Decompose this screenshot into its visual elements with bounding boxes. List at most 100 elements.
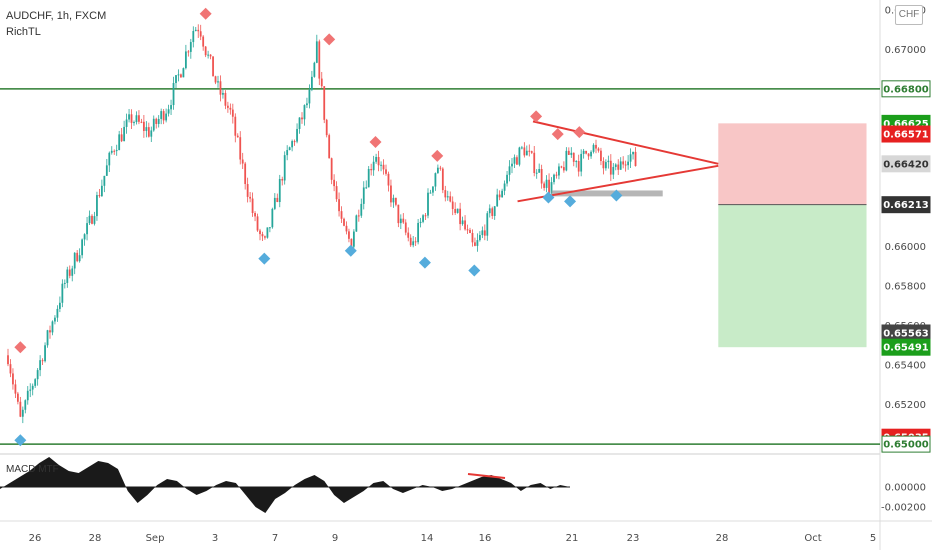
candle-body bbox=[264, 236, 266, 238]
candle-body bbox=[83, 234, 86, 240]
candle-body bbox=[189, 42, 192, 52]
price-label-6: 0.65491 bbox=[881, 338, 931, 356]
candle-body bbox=[454, 208, 457, 213]
candle-body bbox=[595, 144, 597, 149]
candle-body bbox=[419, 221, 422, 223]
swing-low-marker-1 bbox=[258, 252, 271, 265]
candle-body bbox=[78, 255, 81, 262]
candle-body bbox=[296, 128, 298, 142]
candle-body bbox=[21, 409, 24, 417]
candle-body bbox=[197, 29, 200, 32]
candle-body bbox=[370, 168, 373, 171]
candle-body bbox=[199, 31, 202, 37]
candle-body bbox=[488, 208, 491, 214]
candle-body bbox=[110, 150, 113, 153]
candle-body bbox=[187, 51, 190, 53]
candle-body bbox=[180, 74, 182, 78]
candle-body bbox=[217, 81, 219, 83]
candle-body bbox=[580, 153, 583, 172]
swing-low-marker-5 bbox=[542, 191, 555, 204]
candle-body bbox=[308, 89, 311, 104]
candle-body bbox=[567, 150, 570, 155]
price-tick-6: 0.66000 bbox=[885, 242, 926, 253]
price-label-box bbox=[881, 338, 931, 356]
candle-body bbox=[120, 134, 123, 142]
candle-body bbox=[172, 83, 175, 106]
candle-body bbox=[357, 215, 360, 217]
swing-high-marker-5 bbox=[530, 110, 543, 123]
candle-body bbox=[372, 161, 375, 171]
candle-body bbox=[634, 151, 637, 166]
candle-body bbox=[525, 150, 528, 156]
swing-high-marker-2 bbox=[323, 33, 336, 46]
candle-body bbox=[340, 211, 343, 219]
candle-body bbox=[577, 161, 580, 172]
candle-body bbox=[392, 197, 395, 203]
candle-body bbox=[570, 152, 573, 155]
chart-header: AUDCHF, 1h, FXCM RichTL bbox=[6, 8, 106, 40]
candle-body bbox=[96, 195, 98, 217]
swing-high-marker-6 bbox=[551, 128, 564, 141]
candle-body bbox=[399, 218, 402, 224]
candle-body bbox=[466, 229, 469, 231]
candle-body bbox=[128, 114, 130, 120]
candle-body bbox=[135, 115, 138, 123]
candle-body bbox=[506, 174, 508, 184]
candle-body bbox=[9, 364, 12, 374]
candle-body bbox=[268, 227, 271, 229]
candle-body bbox=[241, 159, 244, 164]
candle-body bbox=[291, 141, 294, 148]
candle-body bbox=[523, 147, 526, 156]
candle-body bbox=[390, 185, 392, 203]
candle-body bbox=[609, 160, 612, 175]
candle-body bbox=[170, 105, 172, 110]
candle-body bbox=[306, 103, 308, 106]
currency-badge[interactable]: CHF bbox=[895, 5, 923, 25]
candle-body bbox=[259, 230, 261, 235]
candle-body bbox=[335, 186, 338, 200]
candle-body bbox=[632, 151, 634, 155]
candle-body bbox=[352, 231, 355, 247]
candle-body bbox=[320, 78, 323, 87]
candle-body bbox=[219, 81, 222, 95]
candle-body bbox=[412, 241, 415, 246]
candle-body bbox=[152, 118, 155, 131]
time-tick-3: 3 bbox=[212, 533, 218, 544]
time-tick-6: 14 bbox=[421, 533, 434, 544]
candle-body bbox=[493, 206, 496, 216]
candle-body bbox=[476, 240, 479, 246]
candle-body bbox=[68, 269, 71, 276]
candle-body bbox=[288, 147, 291, 151]
time-tick-0: 26 bbox=[29, 533, 42, 544]
candle-body bbox=[459, 208, 462, 225]
candle-body bbox=[607, 160, 610, 163]
candle-body bbox=[350, 238, 353, 247]
candle-body bbox=[266, 227, 269, 238]
price-label-8: 0.65000 bbox=[881, 435, 931, 453]
candle-body bbox=[562, 167, 565, 171]
candle-body bbox=[592, 144, 595, 152]
candle-body bbox=[204, 46, 207, 56]
candle-body bbox=[113, 150, 116, 152]
indicator-name: RichTL bbox=[6, 26, 41, 38]
price-tick-10: 0.65200 bbox=[885, 400, 926, 411]
candle-body bbox=[553, 174, 555, 183]
price-label-text: 0.66420 bbox=[883, 159, 929, 170]
candle-body bbox=[422, 215, 424, 222]
time-tick-5: 9 bbox=[332, 533, 338, 544]
candle-body bbox=[439, 167, 442, 169]
macd-divergence-line bbox=[467, 473, 506, 479]
macd-title: MACD MTF bbox=[6, 464, 59, 475]
symbol-line: AUDCHF, 1h, FXCM bbox=[6, 10, 107, 22]
candle-body bbox=[105, 165, 108, 176]
price-label-2: 0.66571 bbox=[881, 125, 931, 143]
price-label-text: 0.65491 bbox=[883, 343, 929, 354]
candle-body bbox=[249, 196, 252, 199]
candle-body bbox=[414, 241, 417, 243]
candle-body bbox=[441, 168, 444, 191]
swing-high-marker-4 bbox=[431, 149, 444, 162]
candle-body bbox=[51, 321, 54, 333]
candle-body bbox=[56, 308, 59, 318]
candle-body bbox=[600, 150, 602, 162]
